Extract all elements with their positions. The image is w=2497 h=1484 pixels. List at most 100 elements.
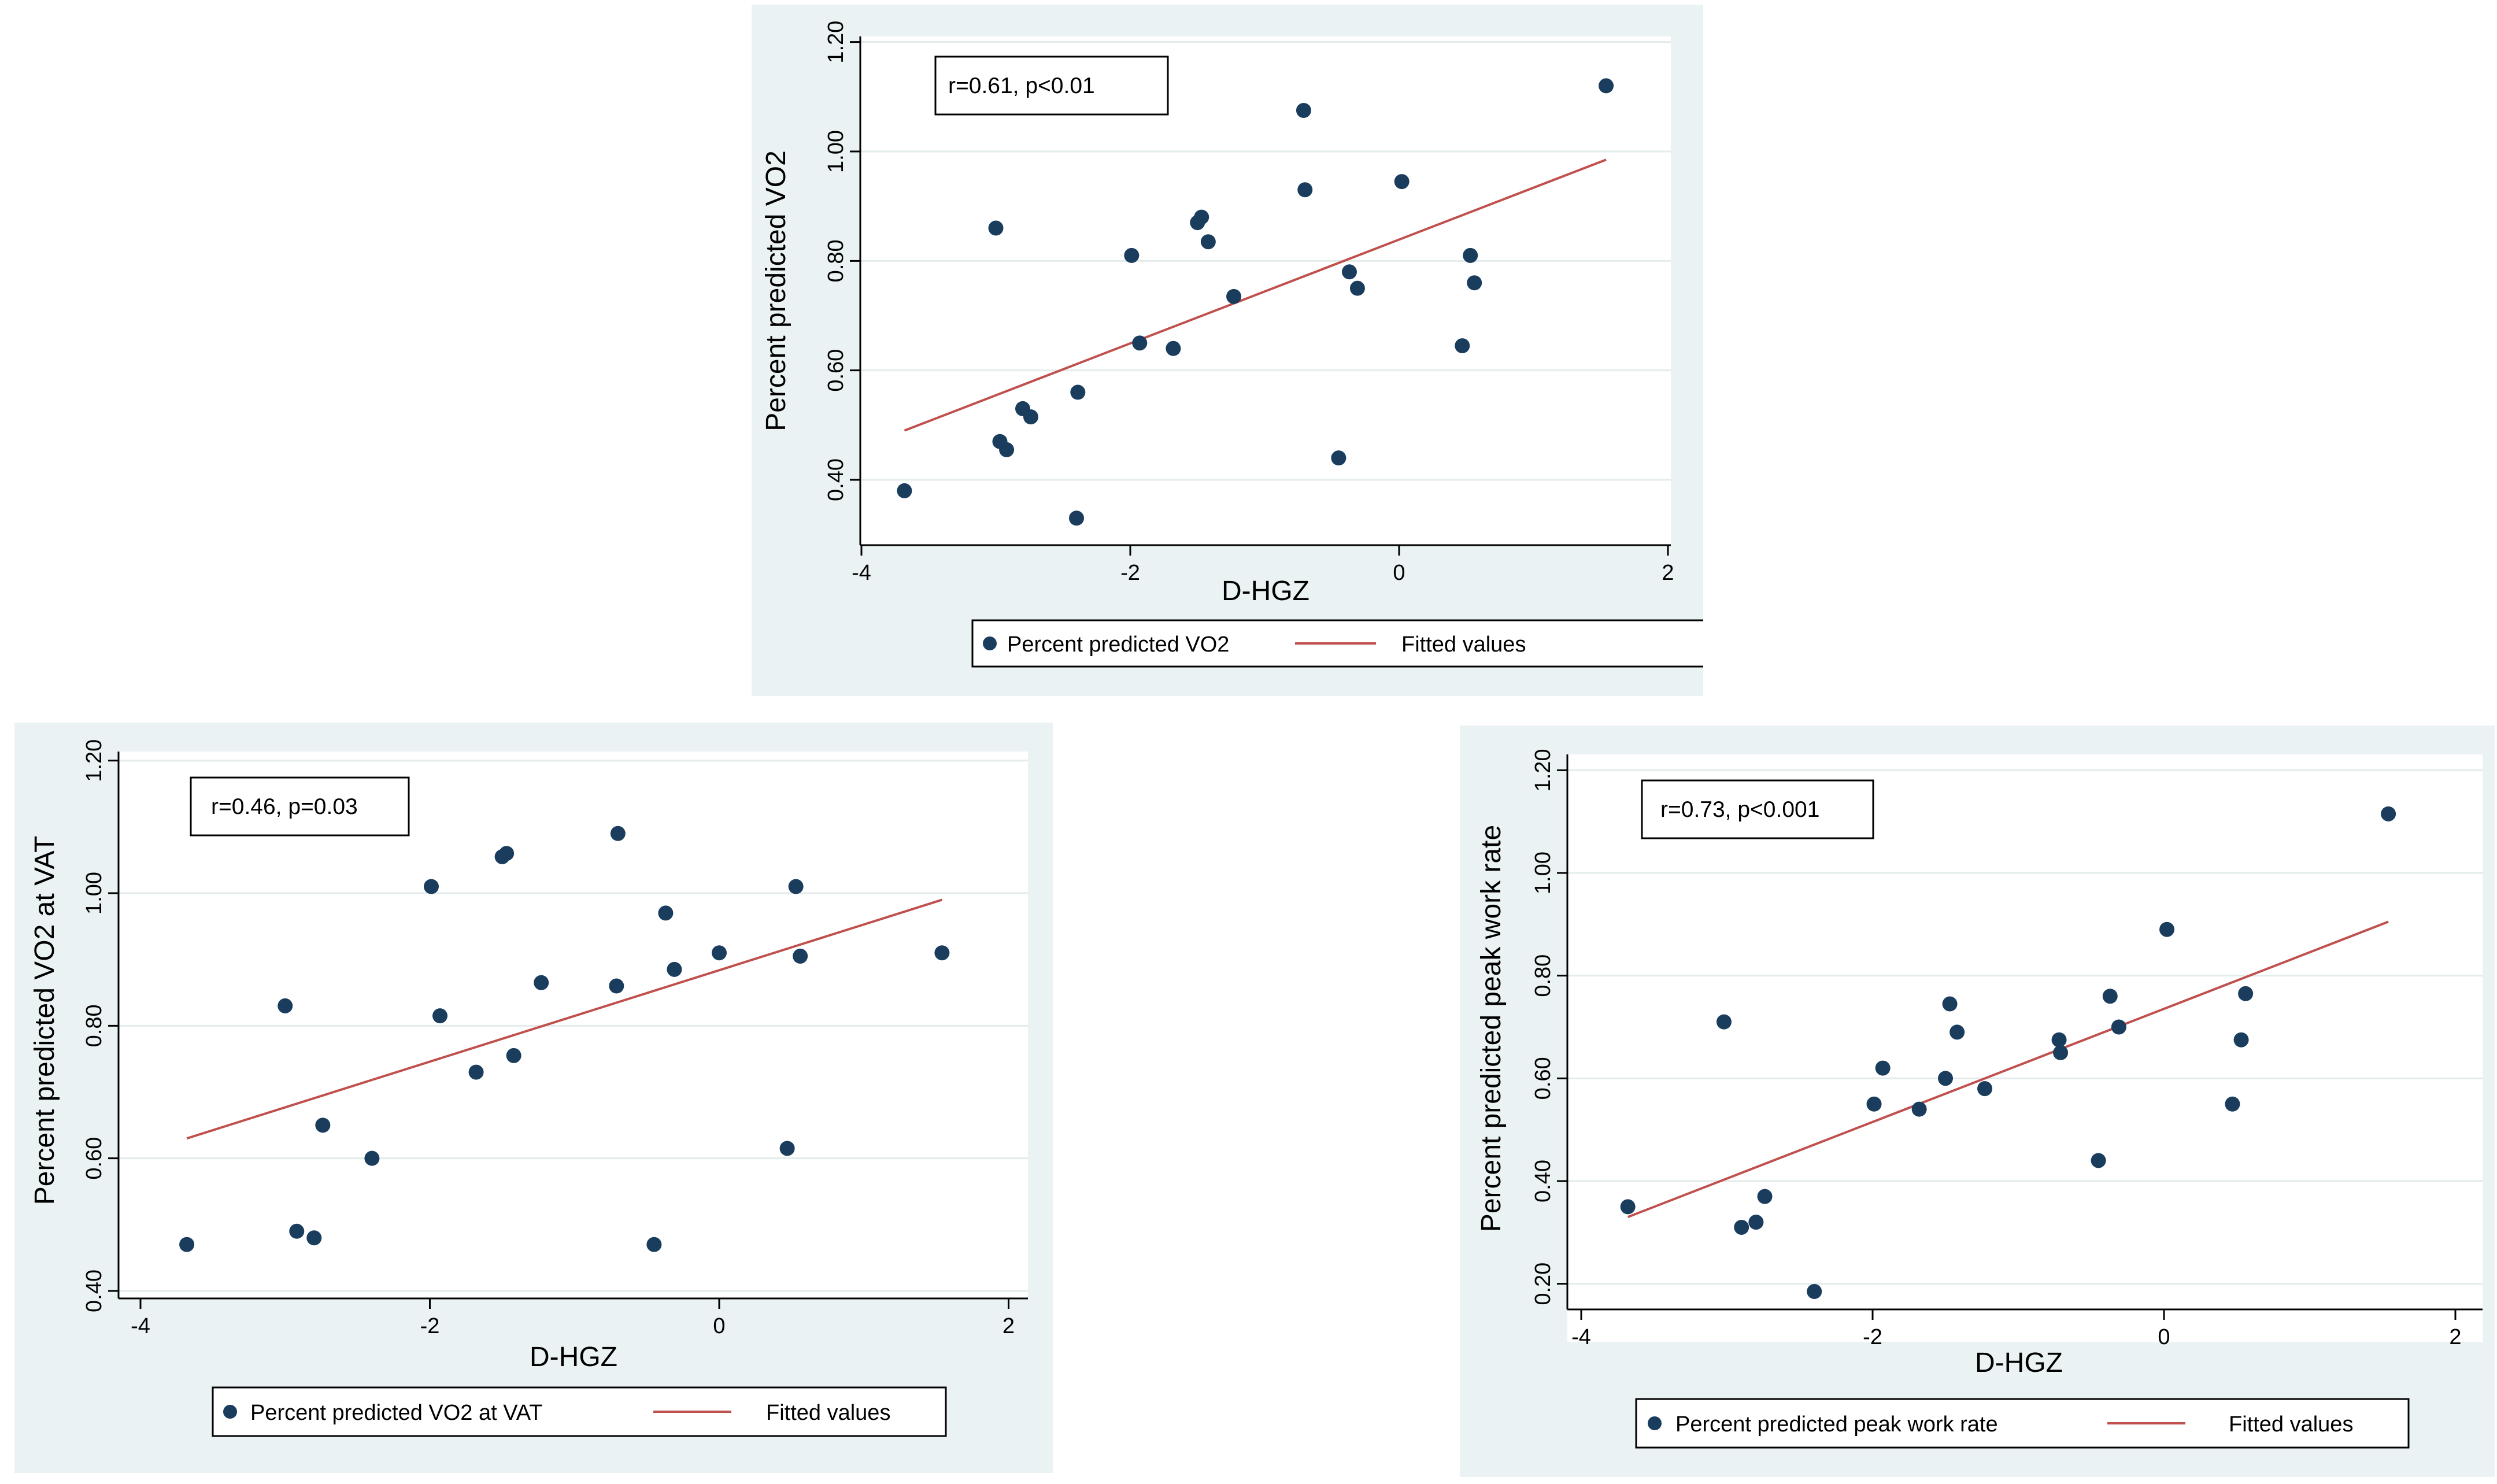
data-point: [609, 978, 624, 994]
legend-marker-icon: [1648, 1416, 1662, 1430]
annotation-text: r=0.46, p=0.03: [211, 794, 358, 819]
legend-label-fitted: Fitted values: [766, 1401, 890, 1425]
data-point: [2233, 1032, 2249, 1048]
chart-panel-peak-work-rate: 0.20 0.40 0.60 0.80 1.00 1.20 -4 -2 0 2 r=0.73, p…: [1460, 726, 2495, 1477]
y-tick-label: 1.20: [82, 739, 106, 782]
x-tick-label: 0: [2158, 1325, 2170, 1349]
x-axis-label: D-HGZ: [1975, 1348, 2063, 1378]
data-point: [506, 1048, 521, 1063]
legend-marker-icon: [223, 1405, 237, 1419]
data-point: [1942, 996, 1958, 1012]
annotation-box: [1641, 779, 1874, 839]
data-point: [424, 879, 439, 894]
data-point: [179, 1237, 195, 1252]
legend-marker-icon: [983, 636, 997, 650]
data-point: [1349, 280, 1365, 296]
data-point: [999, 442, 1015, 457]
legend-label-series: Percent predicted peak work rate: [1675, 1412, 1998, 1437]
y-tick-label: 0.40: [824, 458, 848, 501]
data-point: [2053, 1045, 2069, 1060]
y-axis-label: Percent predicted VO2: [761, 150, 791, 431]
legend-label-series: Percent predicted VO2: [1007, 632, 1229, 657]
data-point: [897, 483, 912, 498]
data-point: [534, 975, 549, 990]
plot-area: [1567, 754, 2483, 1342]
y-tick-label: 0.40: [82, 1270, 106, 1312]
data-point: [2091, 1153, 2106, 1168]
data-point: [278, 998, 293, 1013]
x-tick-label: -2: [420, 1314, 440, 1338]
data-point: [658, 905, 674, 921]
data-point: [2238, 986, 2254, 1001]
data-point: [1023, 409, 1038, 425]
x-tick-label: -4: [1571, 1325, 1591, 1349]
fitted-values-line: [904, 158, 1607, 432]
data-point: [499, 846, 515, 861]
x-axis-label: D-HGZ: [530, 1342, 617, 1372]
data-point: [315, 1117, 331, 1133]
data-point: [2225, 1096, 2240, 1112]
annotation-text: r=0.61, p<0.01: [948, 73, 1095, 98]
y-tick-label: 0.60: [1531, 1057, 1555, 1100]
chart-svg-vo2-vat: 0.40 0.60 0.80 1.00 1.20 -4 -2 0 2 r=0.46, p=0.0…: [29, 739, 1028, 1437]
chart-svg-vo2: 0.40 0.60 0.80 1.00 1.20 -4 -2 0 2 r=0.61, p<0.0…: [761, 21, 1703, 668]
data-point: [1132, 335, 1148, 351]
y-tick-label: 1.20: [1531, 749, 1555, 791]
data-point: [712, 945, 727, 961]
chart-svg-peak-work-rate: 0.20 0.40 0.60 0.80 1.00 1.20 -4 -2 0 2 r=0.73, p…: [1476, 749, 2483, 1449]
annotation-box: [190, 776, 410, 837]
data-point: [1911, 1101, 1927, 1117]
data-point: [1226, 288, 1242, 304]
data-point: [2111, 1019, 2126, 1035]
data-point: [1467, 275, 1482, 291]
data-point: [1599, 78, 1614, 94]
data-point: [646, 1237, 662, 1252]
y-axis-label: Percent predicted VO2 at VAT: [29, 836, 60, 1205]
legend-box: [212, 1386, 947, 1437]
x-tick-label: -2: [1120, 561, 1140, 585]
data-point: [1977, 1081, 1993, 1097]
y-tick-label: 1.20: [824, 21, 848, 64]
legend-label-fitted: Fitted values: [2229, 1412, 2353, 1437]
data-point: [1866, 1096, 1882, 1112]
y-tick-label: 0.20: [1531, 1263, 1555, 1305]
annotation-text: r=0.73, p<0.001: [1660, 797, 1819, 822]
annotation-box: [934, 55, 1169, 116]
data-point: [1069, 510, 1084, 526]
x-tick-label: 2: [1003, 1314, 1015, 1338]
data-point: [1194, 209, 1209, 225]
data-point: [988, 220, 1004, 236]
data-point: [1166, 341, 1181, 356]
x-axis-label: D-HGZ: [1222, 576, 1309, 606]
data-point: [1463, 247, 1478, 263]
data-point: [667, 961, 682, 977]
data-point: [2159, 922, 2175, 937]
data-point: [934, 945, 950, 961]
x-tick-label: -4: [131, 1314, 150, 1338]
data-point: [1331, 450, 1346, 466]
data-point: [306, 1230, 322, 1246]
y-tick-label: 0.40: [1531, 1160, 1555, 1202]
data-point: [793, 948, 808, 964]
data-point: [1296, 103, 1311, 118]
data-point: [1938, 1071, 1953, 1086]
y-tick-label: 0.60: [824, 349, 848, 392]
chart-panel-vo2: 0.40 0.60 0.80 1.00 1.20 -4 -2 0 2 r=0.61, p<0.0…: [752, 5, 1703, 696]
data-point: [1875, 1060, 1891, 1076]
fitted-values-line: [1627, 920, 2389, 1219]
y-tick-label: 1.00: [824, 130, 848, 173]
x-tick-label: 2: [1662, 561, 1674, 585]
data-point: [1297, 182, 1313, 198]
data-point: [2381, 806, 2396, 821]
y-tick-label: 1.00: [1531, 852, 1555, 894]
x-tick-label: -2: [1863, 1325, 1882, 1349]
data-point: [1748, 1215, 1764, 1230]
x-tick-label: -4: [852, 561, 871, 585]
data-point: [2102, 989, 2118, 1004]
y-axis-label: Percent predicted peak work rate: [1476, 825, 1507, 1232]
fitted-values-line: [186, 898, 942, 1140]
data-point: [1949, 1024, 1965, 1040]
data-point: [289, 1223, 305, 1239]
x-tick-label: 0: [1393, 561, 1405, 585]
legend-label-series: Percent predicted VO2 at VAT: [250, 1401, 543, 1425]
